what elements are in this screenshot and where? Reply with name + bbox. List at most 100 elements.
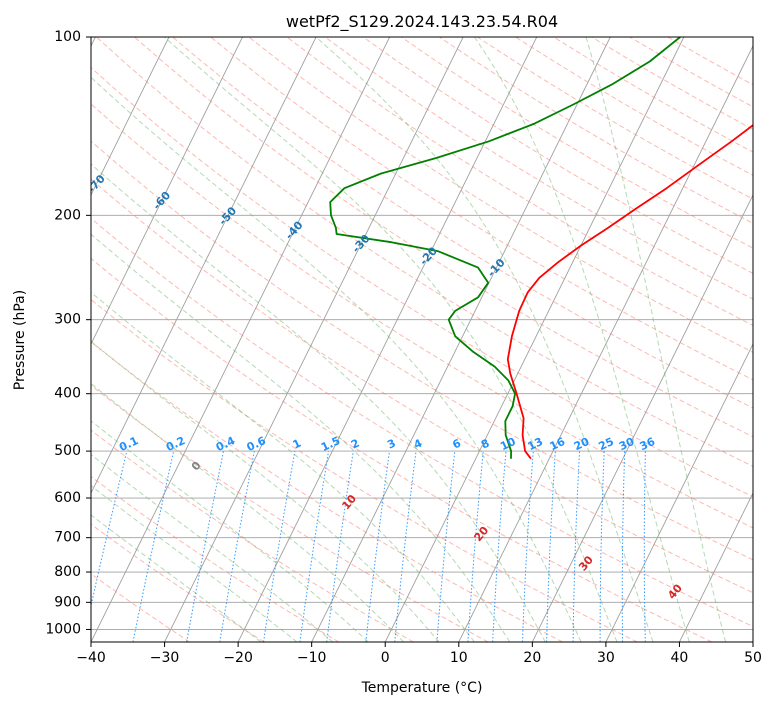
moist-adiabat-label-40: 40 — [665, 581, 685, 601]
mixing-ratio-line-3 — [365, 451, 390, 642]
isotherm--10 — [311, 37, 611, 642]
moist-adiabat-0 — [91, 383, 404, 642]
mixing-ratio-line-13 — [522, 451, 534, 642]
moist-adiabat-25 — [91, 76, 582, 642]
isotherm-40 — [679, 491, 753, 642]
moist-adiabat-label-30: 30 — [576, 553, 596, 573]
isotherm--60 — [91, 37, 243, 345]
mixing-ratio-label-6: 6 — [451, 436, 464, 451]
mixing-ratio-line-1.5 — [299, 451, 330, 642]
x-tick-label: 0 — [381, 650, 390, 666]
sounding-series — [329, 37, 753, 460]
x-tick-label: 20 — [523, 650, 541, 666]
mixing-ratio-label-36: 36 — [638, 435, 658, 453]
dry-adiabat-0 — [91, 429, 414, 642]
isotherm-0 — [384, 37, 685, 642]
mixing-ratio-line-20 — [572, 451, 581, 642]
dry-adiabats — [91, 37, 753, 642]
mixing-ratio-line-10 — [492, 451, 507, 642]
y-tick-label: 100 — [54, 29, 81, 45]
dewpoint-line — [329, 37, 681, 459]
moist-adiabat-label-10: 10 — [339, 492, 359, 512]
isotherm-50 — [752, 640, 753, 642]
moist-adiabat--15 — [91, 485, 298, 642]
dry-adiabat-160 — [324, 37, 753, 300]
dry-adiabat-230 — [591, 37, 753, 130]
dry-adiabat-label--80: -80 — [20, 154, 43, 178]
mixing-ratio-label-1: 1 — [291, 437, 303, 452]
mixing-ratio-label-10: 10 — [498, 435, 518, 453]
moist-adiabat--10 — [91, 454, 334, 642]
x-tick-label: 40 — [671, 650, 689, 666]
dry-adiabat-140 — [248, 37, 753, 353]
dry-adiabat-180 — [400, 37, 753, 249]
mixing-ratio-line-0.1 — [91, 450, 128, 608]
mixing-ratio-label-2: 2 — [349, 437, 361, 452]
x-axis-label: Temperature (°C) — [361, 680, 483, 696]
dry-adiabat-170 — [362, 37, 753, 274]
dry-adiabat-label--70: -70 — [85, 172, 108, 196]
x-tick-label: 10 — [450, 650, 468, 666]
isotherm--50 — [91, 37, 317, 495]
isotherm-20 — [531, 193, 753, 642]
grid-lines — [91, 37, 753, 642]
moist-adiabats — [91, 37, 727, 642]
mixing-ratio-line-30 — [621, 451, 626, 642]
mixing-ratio-lines — [91, 450, 646, 642]
mixing-ratio-line-4 — [394, 451, 417, 642]
dry-adiabat-130 — [210, 37, 753, 381]
plot-frame — [90, 36, 754, 643]
y-tick-label: 400 — [54, 386, 81, 402]
dry-adiabat-label--60: -60 — [150, 189, 173, 213]
mixing-ratio-label-4: 4 — [412, 436, 425, 451]
mixing-ratio-label-8: 8 — [479, 437, 491, 452]
mixing-ratio-line-16 — [546, 451, 556, 642]
dry-adiabat-40 — [91, 257, 713, 642]
x-tick-label: −20 — [223, 650, 253, 666]
mixing-ratio-line-0.6 — [219, 451, 255, 642]
mixing-ratio-label-3: 3 — [385, 437, 397, 452]
dry-adiabat-50 — [91, 217, 753, 628]
dry-adiabat-10 — [91, 384, 489, 642]
moist-adiabat--20 — [91, 514, 262, 642]
x-tick-label: 30 — [597, 650, 615, 666]
mixing-ratio-line-6 — [436, 451, 456, 642]
dry-adiabat-120 — [172, 37, 753, 409]
moist-adiabat-20 — [91, 163, 546, 642]
line-labels: -100-90-80-70-60-50-40-30-20-100.10.20.4… — [20, 154, 685, 602]
dry-adiabat-100 — [96, 37, 753, 467]
x-tick-label: −10 — [297, 650, 327, 666]
moist-adiabat-40 — [474, 37, 690, 642]
mixing-ratio-label-16: 16 — [548, 435, 568, 453]
dry-adiabat-70 — [91, 140, 753, 561]
x-tick-label: −30 — [150, 650, 180, 666]
moist-adiabat-label-0: 0 — [189, 459, 204, 473]
dry-adiabat-30 — [91, 298, 638, 642]
dry-adiabat-60 — [91, 178, 753, 594]
y-tick-label: 900 — [54, 594, 81, 610]
y-tick-label: 800 — [54, 564, 81, 580]
mixing-ratio-line-36 — [643, 451, 646, 642]
mixing-ratio-line-2 — [326, 451, 354, 642]
moist-adiabat-15 — [91, 233, 511, 642]
y-tick-label: 500 — [54, 443, 81, 459]
y-tick-label: 300 — [54, 312, 81, 328]
isotherm-30 — [605, 342, 753, 642]
y-tick-label: 200 — [54, 207, 81, 223]
isotherm--40 — [91, 37, 391, 642]
moist-adiabat-10 — [91, 291, 475, 642]
mixing-ratio-label-25: 25 — [597, 435, 616, 453]
dry-adiabat-220 — [553, 37, 753, 153]
y-tick-label: 1000 — [45, 621, 81, 637]
mixing-ratio-line-25 — [599, 451, 605, 642]
mixing-ratio-line-0.2 — [132, 450, 175, 642]
dry-adiabat--30 — [91, 573, 190, 642]
moist-adiabat-45 — [585, 37, 727, 642]
mixing-ratio-label-20: 20 — [572, 435, 592, 453]
y-tick-label: 600 — [54, 490, 81, 506]
axes: −40 −30 −20 −10 0 10 20 30 40 5010020030040050060… — [45, 29, 762, 666]
mixing-ratio-label-30: 30 — [617, 435, 637, 453]
y-axis-label: Pressure (hPa) — [12, 290, 28, 390]
mixing-ratio-label-13: 13 — [526, 435, 545, 453]
